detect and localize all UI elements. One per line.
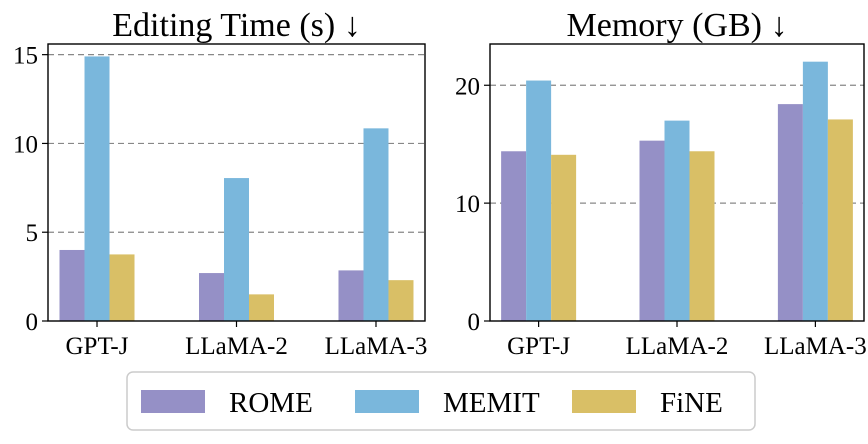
legend-swatch-fine [572,390,636,413]
bar-fine-gpt-j [551,154,577,321]
bar-fine-llama-3 [827,119,853,322]
legend-label-memit: MEMIT [443,387,540,419]
y-tick-label: 5 [26,220,39,247]
bar-fine-llama-2 [249,294,274,321]
bar-rome-llama-3 [777,104,803,321]
bar-fine-gpt-j [109,254,135,321]
bar-rome-gpt-j [501,151,527,321]
legend-label-fine: FiNE [660,387,723,419]
x-tick-label: LLaMA-2 [626,333,729,360]
bar-rome-llama-2 [639,140,665,321]
bar-rome-gpt-j [59,249,85,321]
x-tick-label: GPT-J [507,333,570,360]
bar-fine-llama-3 [388,280,414,321]
x-tick-label: LLaMA-3 [764,333,867,360]
legend: ROME MEMIT FiNE [126,371,756,431]
x-tick-label: GPT-J [66,333,129,360]
y-tick-label: 10 [455,191,480,218]
legend-box [126,371,756,431]
bar-memit-gpt-j [84,56,110,322]
bar-memit-llama-3 [802,61,828,322]
memory-panel: GPT-J LLaMA-2 LLaMA-3 0 10 20 Memory (GB) ↓ [455,7,867,360]
legend-label-rome: ROME [229,387,313,419]
plot-frame [47,43,426,322]
bar-memit-llama-2 [224,178,249,321]
plot-frame [489,43,865,322]
bar-memit-gpt-j [526,80,552,321]
bar-rome-llama-3 [338,270,364,321]
editing-time-panel: GPT-J LLaMA-2 LLaMA-3 0 5 10 15 Editing Time (s… [13,7,427,360]
bar-memit-llama-2 [664,120,690,321]
bar-fine-llama-2 [689,151,715,321]
y-tick-label: 15 [13,43,38,70]
y-tick-label: 0 [468,309,481,336]
bar-rome-llama-2 [199,273,224,321]
legend-swatch-memit [355,390,419,413]
bar-memit-llama-3 [363,128,389,321]
y-tick-label: 10 [13,131,38,158]
y-tick-label: 0 [26,309,39,336]
chart-title: Editing Time (s) ↓ [112,7,360,44]
y-tick-label: 20 [455,73,480,100]
x-tick-label: LLaMA-2 [185,333,288,360]
x-tick-label: LLaMA-3 [325,333,428,360]
legend-swatch-rome [141,390,205,413]
chart-title: Memory (GB) ↓ [567,7,788,44]
